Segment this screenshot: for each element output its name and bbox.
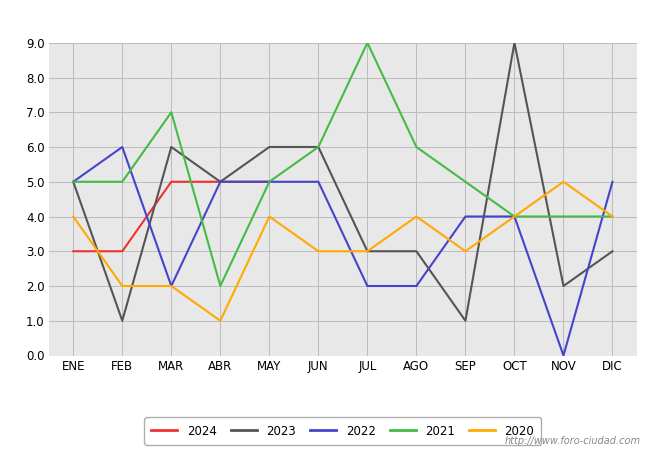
Text: http://www.foro-ciudad.com: http://www.foro-ciudad.com — [504, 436, 640, 446]
Text: Matriculaciones de Vehiculos en Baralla: Matriculaciones de Vehiculos en Baralla — [146, 11, 504, 29]
Legend: 2024, 2023, 2022, 2021, 2020: 2024, 2023, 2022, 2021, 2020 — [144, 418, 541, 445]
